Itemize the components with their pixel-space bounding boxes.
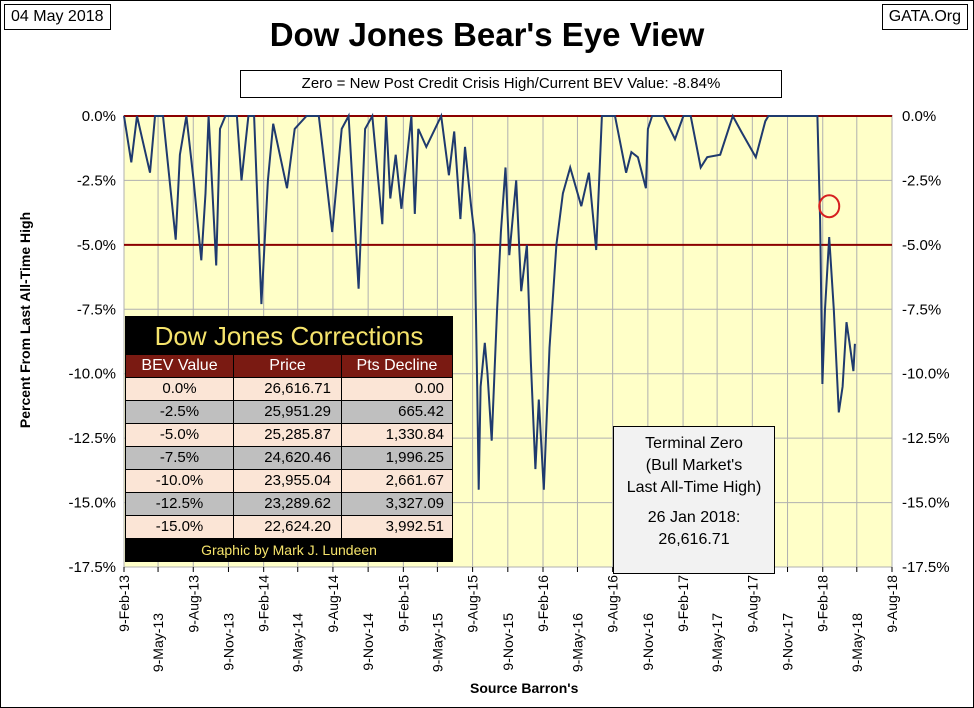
y-tick-label: -7.5%	[77, 301, 116, 318]
header-price: Price	[234, 355, 342, 377]
x-tick-labels: 9-Feb-13 9-May-13 9-Aug-13 9-Nov-13 9-Feb-14…	[116, 567, 900, 672]
y-tick-label: -5.0%	[902, 237, 941, 254]
x-tick-label: 9-Feb-14	[256, 575, 272, 632]
cell-decline: 665.42	[398, 403, 444, 420]
y-tick-label: 0.0%	[82, 108, 116, 125]
x-tick-label: 9-Aug-17	[744, 575, 760, 633]
corrections-table: Dow Jones Corrections BEV Value Price Pt…	[125, 316, 453, 562]
y-tick-label: -10.0%	[902, 366, 950, 383]
x-tick-label: 9-Feb-16	[535, 575, 551, 632]
cell-bev: -12.5%	[126, 493, 234, 515]
source-label: GATA.Org	[881, 4, 968, 30]
x-axis-label: Source Barron's	[470, 680, 579, 696]
cell-decline: 2,661.67	[385, 472, 444, 489]
y-tick-label: -17.5%	[68, 559, 116, 576]
x-tick-label: 9-Nov-16	[640, 613, 656, 671]
y-tick-label: -12.5%	[68, 430, 116, 447]
table-row: -2.5% 25,951.29 665.42	[126, 401, 452, 424]
cell-price: 22,624.20	[234, 516, 342, 538]
cell-bev: -2.5%	[126, 401, 234, 423]
y-tick-labels-left: 0.0% -2.5% -5.0% -7.5% -10.0% -12.5% -15.0% -17…	[68, 108, 116, 576]
corrections-title: Dow Jones Corrections	[154, 321, 424, 351]
cell-price: 25,285.87	[234, 424, 342, 446]
y-tick-label: -15.0%	[902, 495, 950, 512]
table-row: -12.5% 23,289.62 3,327.09	[126, 493, 452, 516]
y-axis-label: Percent From Last All-Time High	[17, 211, 33, 429]
terminal-zero-box: Terminal Zero (Bull Market's Last All-Ti…	[613, 426, 775, 574]
series-line	[123, 112, 856, 490]
corrections-footer: Graphic by Mark J. Lundeen	[201, 542, 377, 558]
terminal-zero-line: (Bull Market's	[645, 457, 743, 474]
y-tick-label: -15.0%	[68, 495, 116, 512]
y-tick-label: 0.0%	[902, 108, 936, 125]
y-tick-label: -7.5%	[902, 301, 941, 318]
x-tick-label: 9-Nov-17	[780, 613, 796, 671]
cell-decline: 0.00	[414, 380, 444, 397]
y-tick-label: -10.0%	[68, 366, 116, 383]
cell-price: 26,616.71	[234, 378, 342, 400]
terminal-zero-line: 26 Jan 2018:	[647, 509, 741, 526]
cell-bev: -10.0%	[126, 470, 234, 492]
x-tick-label: 9-May-17	[709, 613, 725, 672]
x-tick-label: 9-Aug-16	[605, 575, 621, 633]
y-tick-labels-right: 0.0% -2.5% -5.0% -7.5% -10.0% -12.5% -15.0% -17…	[902, 108, 950, 576]
cell-price: 23,289.62	[234, 493, 342, 515]
cell-price: 25,951.29	[234, 401, 342, 423]
cell-bev: 0.0%	[126, 378, 234, 400]
x-tick-label: 9-Nov-13	[220, 613, 236, 671]
cell-bev: -5.0%	[126, 424, 234, 446]
x-tick-label: 9-Aug-18	[884, 575, 900, 633]
x-tick-label: 9-Feb-18	[815, 575, 831, 632]
x-tick-label: 9-May-15	[429, 613, 445, 672]
y-tick-label: -2.5%	[902, 172, 941, 189]
cell-bev: -7.5%	[126, 447, 234, 469]
cell-decline: 3,992.51	[385, 518, 444, 535]
x-tick-label: 9-Nov-14	[360, 613, 376, 671]
x-tick-label: 9-Feb-17	[675, 575, 691, 632]
terminal-zero-line: Last All-Time High)	[626, 479, 762, 496]
x-tick-label: 9-May-16	[569, 613, 585, 672]
y-tick-label: -12.5%	[902, 430, 950, 447]
y-tick-label: -5.0%	[77, 237, 116, 254]
x-tick-label: 9-Aug-13	[185, 575, 201, 633]
table-row: -7.5% 24,620.46 1,996.25	[126, 447, 452, 470]
chart-title: Dow Jones Bear's Eye View	[269, 16, 705, 53]
terminal-zero-line: Terminal Zero	[645, 435, 743, 452]
header-decline: Pts Decline	[356, 357, 438, 374]
x-tick-label: 9-Feb-15	[395, 575, 411, 632]
y-tick-label: -17.5%	[902, 559, 950, 576]
date-label: 04 May 2018	[4, 4, 111, 30]
x-tick-label: 9-Feb-13	[116, 575, 132, 632]
table-row: -10.0% 23,955.04 2,661.67	[126, 470, 452, 493]
table-row: -5.0% 25,285.87 1,330.84	[126, 424, 452, 447]
y-tick-label: -2.5%	[77, 172, 116, 189]
table-row: 0.0% 26,616.71 0.00	[126, 378, 452, 401]
x-tick-label: 9-May-13	[150, 613, 166, 672]
cell-decline: 1,330.84	[385, 426, 444, 443]
x-tick-label: 9-Nov-15	[500, 613, 516, 671]
x-tick-label: 9-Aug-15	[465, 575, 481, 633]
subtitle: Zero = New Post Credit Crisis High/Curre…	[240, 70, 782, 98]
cell-price: 24,620.46	[234, 447, 342, 469]
cell-price: 23,955.04	[234, 470, 342, 492]
x-tick-label: 9-Aug-14	[325, 575, 341, 633]
cell-bev: -15.0%	[126, 516, 234, 538]
corrections-header: BEV Value Price Pts Decline	[126, 355, 452, 378]
terminal-zero-line: 26,616.71	[658, 531, 730, 548]
table-row: -15.0% 22,624.20 3,992.51	[126, 516, 452, 539]
x-tick-label: 9-May-14	[290, 613, 306, 672]
cell-decline: 3,327.09	[385, 495, 444, 512]
header-bev: BEV Value	[126, 355, 234, 377]
x-tick-label: 9-May-18	[849, 613, 865, 672]
cell-decline: 1,996.25	[385, 449, 444, 466]
highlight-circle	[818, 194, 841, 219]
